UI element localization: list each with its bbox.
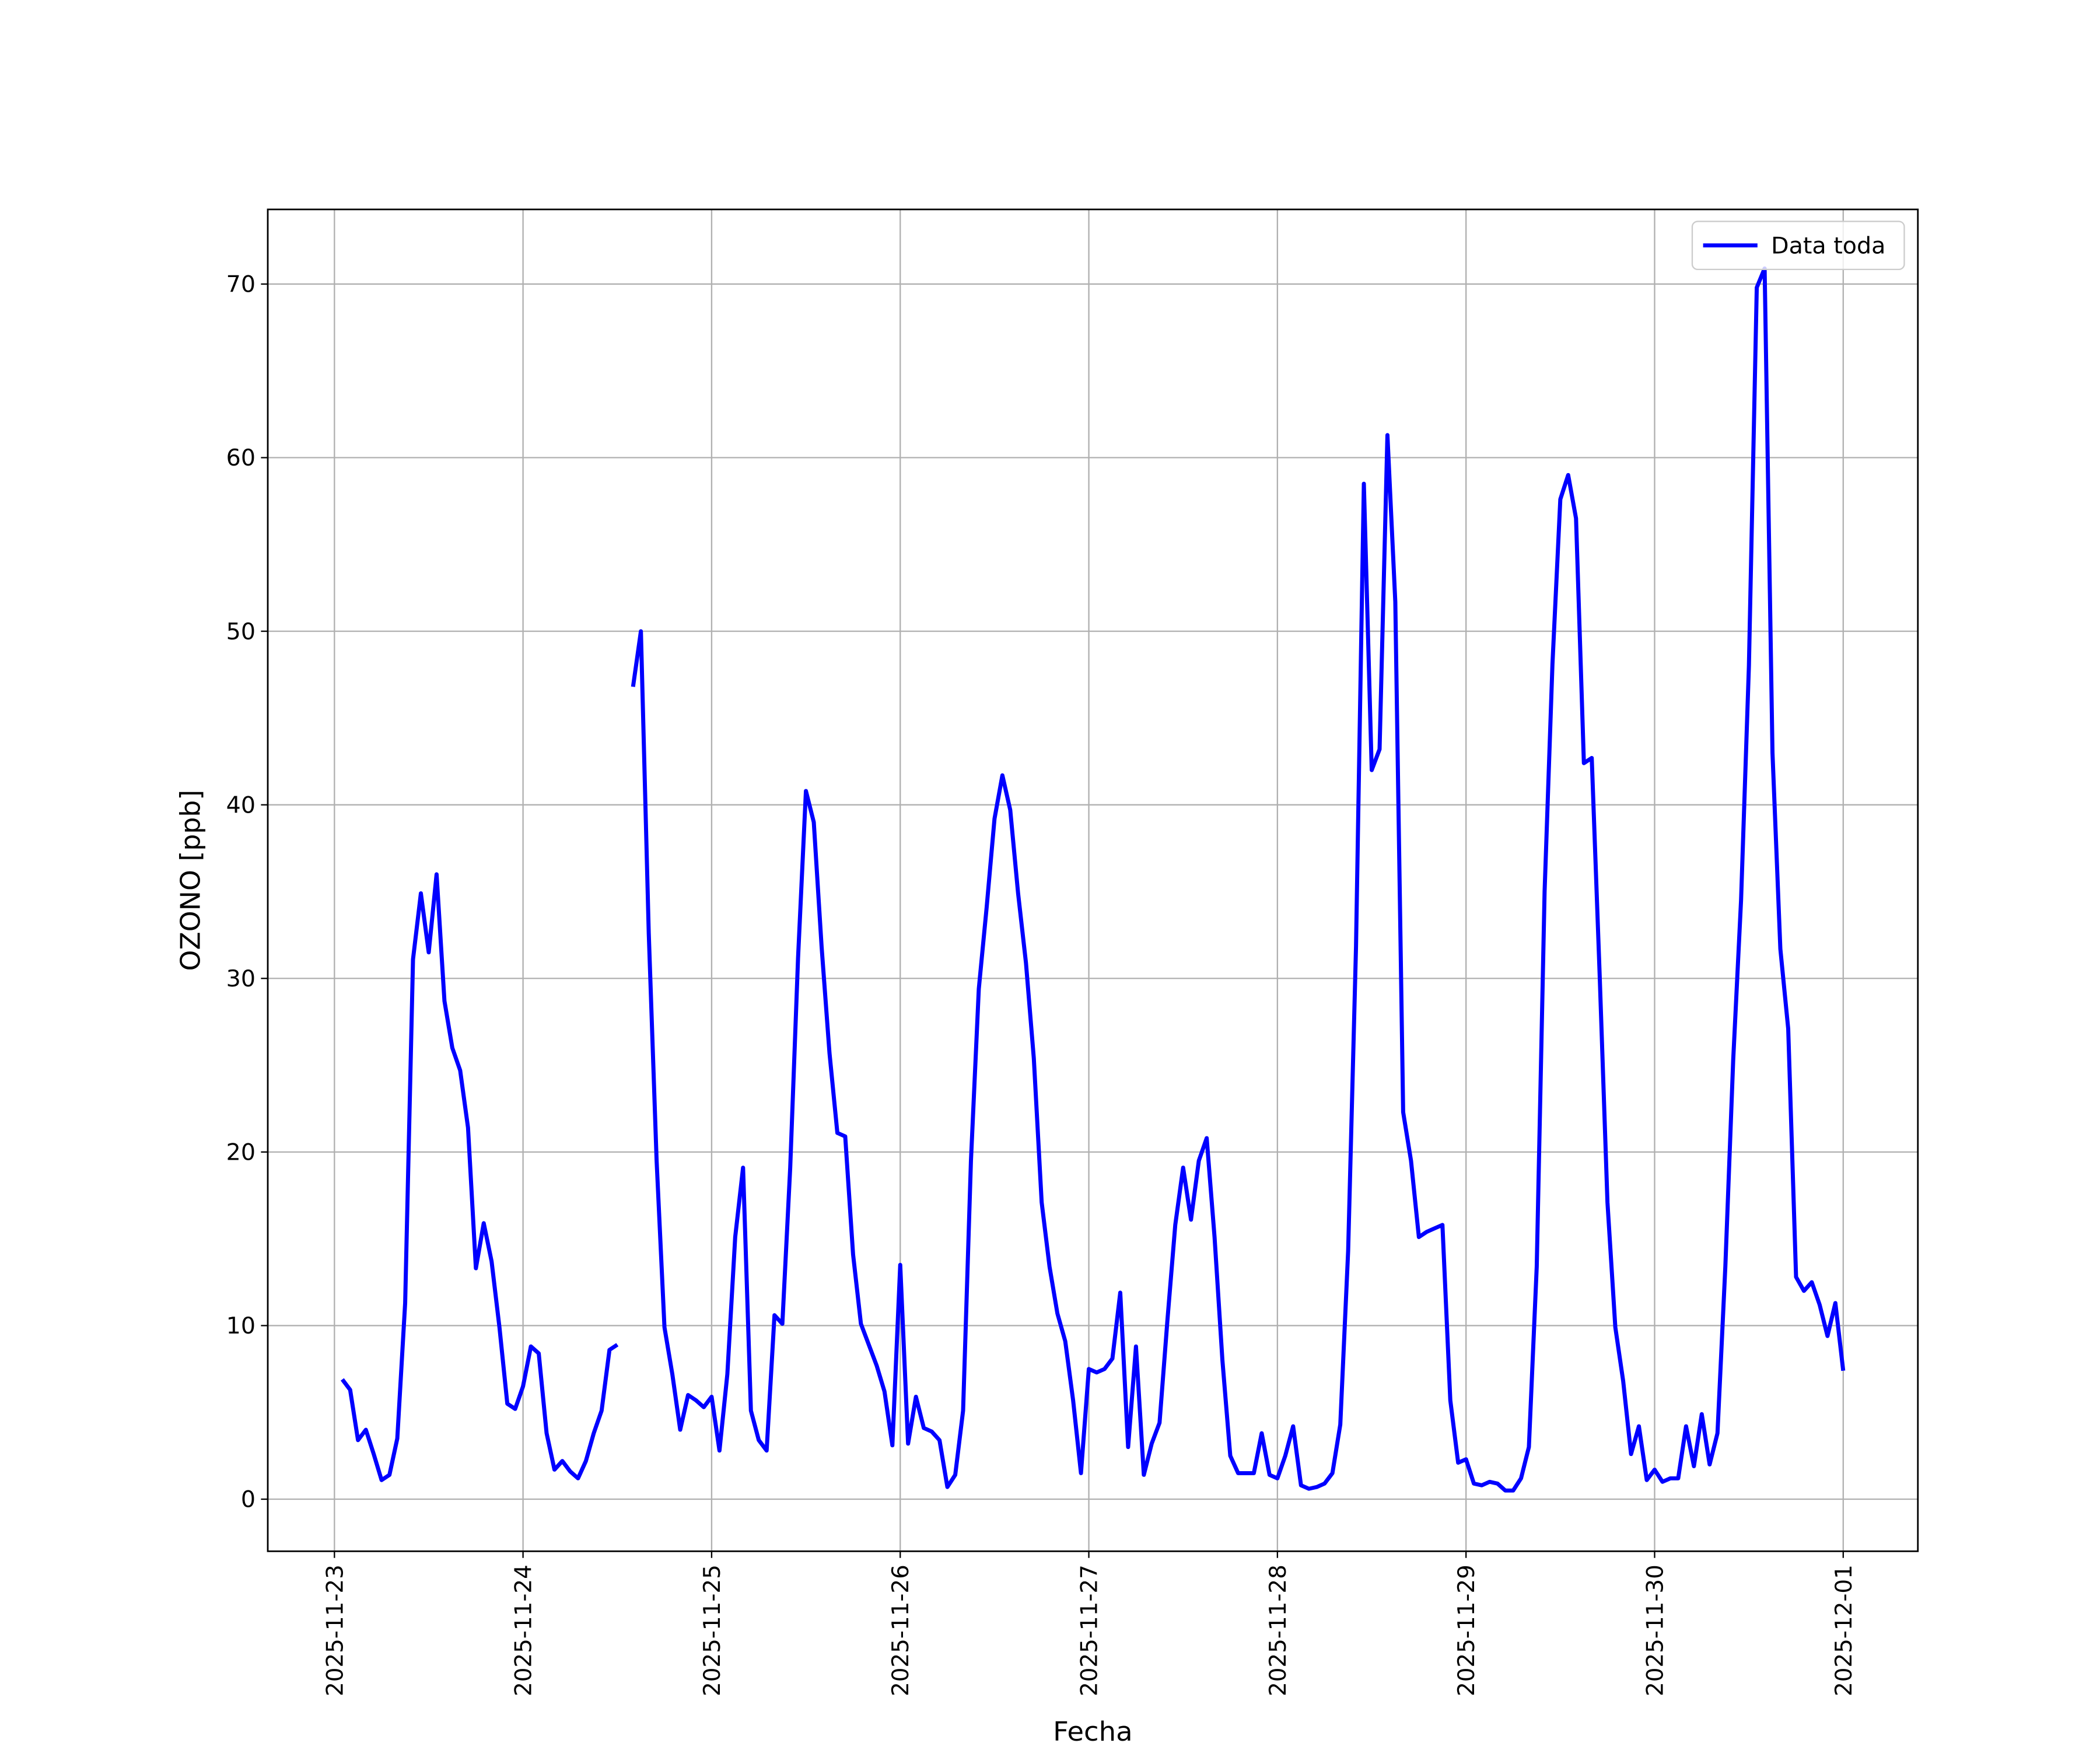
legend-label: Data toda (1771, 233, 1885, 260)
y-tick-label: 40 (226, 793, 256, 819)
y-tick-label: 10 (226, 1313, 256, 1339)
data-line (340, 266, 1846, 1493)
x-tick-label: 2025-11-28 (1265, 1564, 1292, 1696)
legend: Data toda (1691, 220, 1905, 271)
grid (268, 209, 1918, 1552)
y-tick-label: 0 (241, 1487, 256, 1513)
x-axis-label: Fecha (1053, 1716, 1133, 1746)
x-tick-label: 2025-11-24 (510, 1564, 537, 1696)
plot-area (340, 266, 1846, 1493)
y-tick-label: 30 (226, 966, 256, 992)
y-tick-label: 60 (226, 446, 256, 472)
x-tick-label: 2025-11-25 (699, 1564, 726, 1696)
x-tick-label: 2025-11-27 (1076, 1564, 1102, 1696)
x-tick-label: 2025-11-29 (1454, 1564, 1480, 1696)
x-tick-label: 2025-11-23 (322, 1564, 348, 1696)
x-tick-label: 2025-12-01 (1831, 1564, 1857, 1696)
y-tick-label: 20 (226, 1140, 256, 1166)
ticks: 0 10 20 30 40 50 60 70 2025-11-23 2025-11-24 2025-… (226, 272, 1857, 1696)
x-tick-label: 2025-11-26 (888, 1564, 914, 1696)
x-tick-label: 2025-11-30 (1642, 1564, 1668, 1696)
y-axis-label: OZONO [ppb] (174, 790, 206, 971)
y-tick-label: 50 (226, 619, 256, 645)
legend-box (1691, 220, 1905, 271)
axes-frame (267, 208, 1919, 1552)
y-tick-label: 70 (226, 272, 256, 298)
